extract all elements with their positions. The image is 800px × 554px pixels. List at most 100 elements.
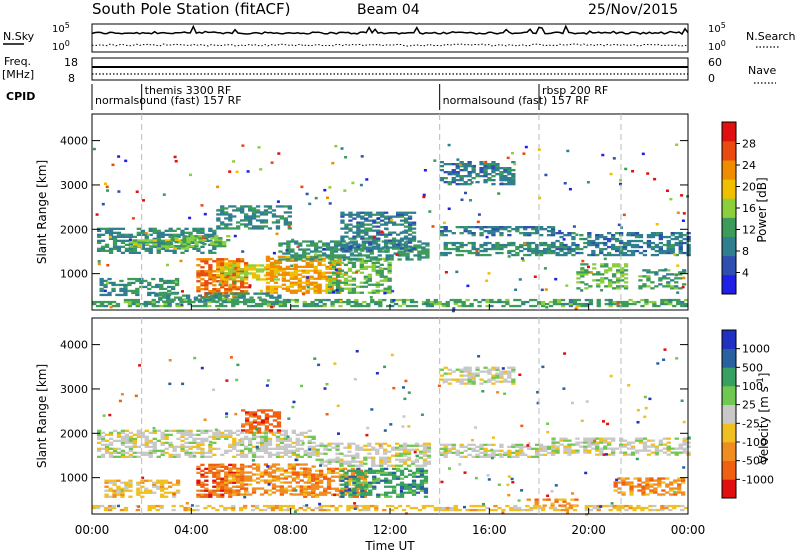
data-cell xyxy=(216,268,221,271)
data-cell xyxy=(323,491,328,494)
data-cell xyxy=(192,439,197,442)
data-cell xyxy=(668,300,673,304)
data-cell xyxy=(120,491,125,494)
data-cell xyxy=(187,508,192,512)
data-cell xyxy=(179,259,183,263)
data-cell xyxy=(160,231,165,234)
data-cell xyxy=(160,479,165,482)
data-cell xyxy=(279,217,284,220)
data-cell xyxy=(507,226,512,229)
data-cell xyxy=(120,233,126,236)
data-cell xyxy=(241,144,245,147)
nsky-label: N.Sky xyxy=(3,30,35,43)
data-cell xyxy=(499,226,504,229)
data-cell xyxy=(399,483,405,486)
data-cell xyxy=(170,292,175,295)
data-cell xyxy=(385,258,390,261)
data-cell xyxy=(649,489,654,492)
data-cell xyxy=(305,279,310,282)
data-cell xyxy=(248,465,253,468)
data-cell xyxy=(207,304,212,308)
data-cell xyxy=(579,234,584,237)
data-cell xyxy=(259,221,265,224)
data-cell xyxy=(326,196,329,199)
data-cell xyxy=(402,444,408,447)
data-cell xyxy=(216,485,221,488)
data-cell xyxy=(406,450,412,453)
data-cell xyxy=(539,251,544,255)
data-cell xyxy=(275,205,281,208)
data-cell xyxy=(216,288,221,291)
data-cell xyxy=(429,304,434,308)
data-cell xyxy=(297,285,302,288)
data-cell xyxy=(144,487,149,490)
data-cell xyxy=(371,462,376,465)
data-cell xyxy=(317,275,322,278)
data-cell xyxy=(390,300,395,304)
data-cell xyxy=(200,439,205,442)
data-cell xyxy=(650,245,656,249)
data-cell xyxy=(507,449,512,452)
data-cell xyxy=(180,229,185,232)
data-cell xyxy=(403,225,409,228)
data-cell xyxy=(277,285,283,288)
data-cell xyxy=(100,435,106,438)
data-cell xyxy=(342,467,348,470)
data-cell xyxy=(676,264,680,267)
data-cell xyxy=(483,449,488,452)
data-cell xyxy=(439,179,444,182)
data-cell xyxy=(200,443,205,446)
data-cell xyxy=(472,164,476,168)
data-cell xyxy=(499,251,504,255)
data-cell xyxy=(595,453,600,456)
data-cell xyxy=(154,292,159,295)
data-cell xyxy=(228,471,233,474)
data-cell xyxy=(443,243,448,247)
data-cell xyxy=(100,455,106,458)
data-cell xyxy=(624,300,629,304)
data-cell xyxy=(459,183,464,186)
data-cell xyxy=(259,471,265,474)
data-cell xyxy=(388,233,393,236)
data-cell xyxy=(298,256,303,259)
data-cell xyxy=(359,460,364,463)
data-cell xyxy=(411,485,417,488)
data-cell xyxy=(425,250,430,253)
data-cell xyxy=(555,247,560,251)
data-cell xyxy=(407,241,413,244)
data-cell xyxy=(255,447,261,450)
data-cell xyxy=(340,475,345,478)
data-cell xyxy=(340,227,345,230)
data-cell xyxy=(269,271,275,274)
data-cell xyxy=(235,298,240,302)
data-cell xyxy=(665,483,670,486)
data-cell xyxy=(533,298,538,302)
data-cell xyxy=(128,481,133,484)
data-cell xyxy=(299,479,304,482)
data-cell xyxy=(575,305,579,309)
power-data-cells xyxy=(92,143,691,313)
data-cell xyxy=(282,252,287,255)
data-cell xyxy=(251,467,257,470)
data-cell xyxy=(181,290,184,293)
data-cell xyxy=(208,290,213,293)
data-cell xyxy=(232,286,237,289)
data-cell xyxy=(491,382,496,385)
data-cell xyxy=(384,477,389,480)
data-cell xyxy=(106,281,110,284)
data-cell xyxy=(531,247,536,251)
data-cell xyxy=(223,506,228,510)
data-cell xyxy=(644,302,649,306)
data-cell xyxy=(265,294,270,297)
data-cell xyxy=(682,441,687,444)
data-cell xyxy=(136,431,141,434)
data-cell xyxy=(469,304,474,308)
data-cell xyxy=(167,281,172,285)
nave-top-tick: 60 xyxy=(708,56,722,69)
data-cell xyxy=(630,451,636,454)
data-cell xyxy=(112,491,117,494)
data-cell xyxy=(279,205,284,208)
data-cell xyxy=(217,294,222,297)
data-cell xyxy=(140,243,145,246)
data-cell xyxy=(214,243,219,246)
